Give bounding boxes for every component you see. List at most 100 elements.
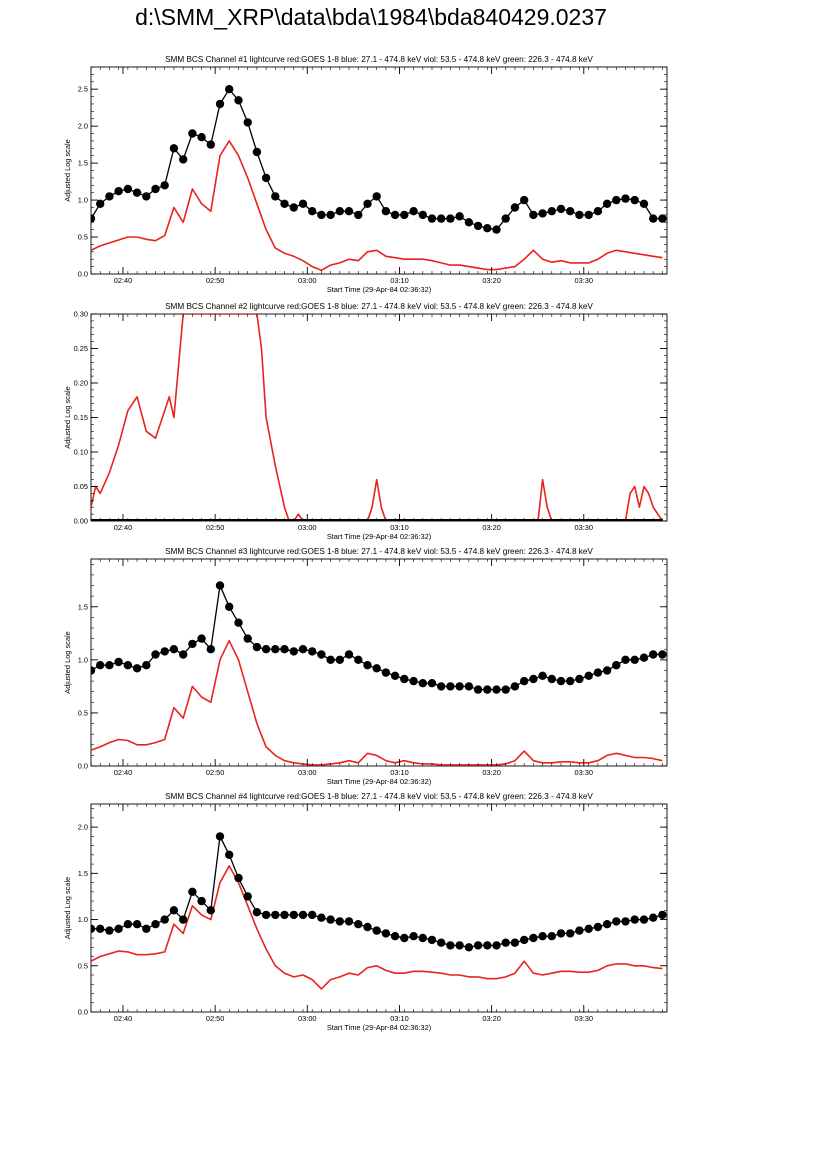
chart-title: SMM BCS Channel #3 lightcurve red:GOES 1… [165,547,593,556]
data-point [575,210,584,220]
data-point [132,188,142,197]
data-point [114,924,123,933]
x-tick-label: 02:40 [114,523,133,532]
x-tick-label: 02:50 [206,276,225,285]
x-tick-label: 03:00 [298,523,317,532]
x-axis-label: Start Time (29-Apr-84 02:36:32) [327,532,431,541]
data-point [335,655,344,664]
data-point [409,676,418,686]
data-point [105,192,114,201]
data-point [658,910,667,920]
data-point [243,634,252,643]
chart-title: SMM BCS Channel #1 lightcurve red:GOES 1… [165,55,593,64]
data-point [492,685,501,694]
y-tick-label: 0.00 [74,517,88,526]
data-point [529,674,538,684]
x-tick-label: 03:10 [390,523,409,532]
data-point [261,910,271,920]
data-point [317,650,326,659]
data-point [280,645,289,654]
y-tick-label: 0.20 [74,379,88,388]
data-point [123,920,133,929]
data-point [547,207,556,216]
data-point [455,682,464,691]
data-point [520,935,529,945]
data-point [179,650,188,659]
data-point [630,915,639,924]
data-point [621,194,630,203]
x-tick-label: 03:00 [298,276,317,285]
series-red-line [91,314,664,521]
data-point [354,920,363,929]
data-point [538,932,547,941]
data-point [649,214,658,223]
y-axis-label: Adjusted Log scale [63,139,72,201]
y-tick-label: 0.5 [78,961,88,970]
data-point [142,924,151,933]
data-point [372,926,381,935]
data-point [501,685,510,694]
series-red-line [91,140,663,272]
data-point [400,933,409,943]
data-point [437,682,446,691]
chart-panel-1: SMM BCS Channel #1 lightcurve red:GOES 1… [63,55,668,294]
data-point [547,932,556,941]
data-point [169,144,179,153]
data-point [179,915,188,924]
data-point [261,645,271,654]
data-point [234,96,243,105]
y-tick-label: 2.5 [78,85,88,94]
data-point [326,210,335,220]
y-axis-label: Adjusted Log scale [63,386,72,448]
x-tick-label: 03:10 [390,276,409,285]
x-tick-label: 03:30 [575,1014,594,1023]
data-point [188,639,197,649]
data-point [271,192,280,201]
data-point [639,653,649,662]
data-point [621,655,630,664]
x-tick-label: 03:20 [482,276,501,285]
x-axis-label: Start Time (29-Apr-84 02:36:32) [327,777,431,786]
data-point [142,192,151,201]
data-point [91,214,96,223]
data-point [215,99,225,109]
data-point [252,908,262,917]
x-tick-label: 02:50 [206,768,225,777]
data-point [169,906,179,915]
data-point [160,915,169,924]
x-tick-label: 02:50 [206,523,225,532]
data-point [317,913,326,922]
data-point [105,661,114,670]
y-axis-label: Adjusted Log scale [63,877,72,939]
chart-panel-4: SMM BCS Channel #4 lightcurve red:GOES 1… [63,792,668,1032]
x-tick-label: 03:20 [482,1014,501,1023]
data-point [252,642,262,652]
data-point [114,187,123,196]
data-point [381,929,391,938]
y-tick-label: 1.5 [78,602,88,611]
data-point [538,671,547,680]
data-point [566,929,575,938]
chart-panel-2: SMM BCS Channel #2 lightcurve red:GOES 1… [63,302,668,541]
data-point [96,924,105,933]
data-point [612,195,621,205]
x-tick-label: 03:20 [482,523,501,532]
data-point [409,207,418,216]
data-point [206,140,215,149]
x-axis-label: Start Time (29-Apr-84 02:36:32) [327,1023,431,1032]
data-point [114,657,123,667]
data-point [658,650,667,659]
y-tick-label: 1.0 [78,655,88,664]
data-point [225,850,234,859]
data-point [483,224,492,233]
data-point [123,184,133,194]
data-point [473,941,483,950]
data-point [96,661,105,670]
data-point [243,118,252,127]
data-point [427,214,437,223]
data-point [556,929,566,938]
data-point [630,655,639,664]
data-point [464,218,474,227]
series-black-line [91,88,663,231]
data-point [372,192,381,201]
